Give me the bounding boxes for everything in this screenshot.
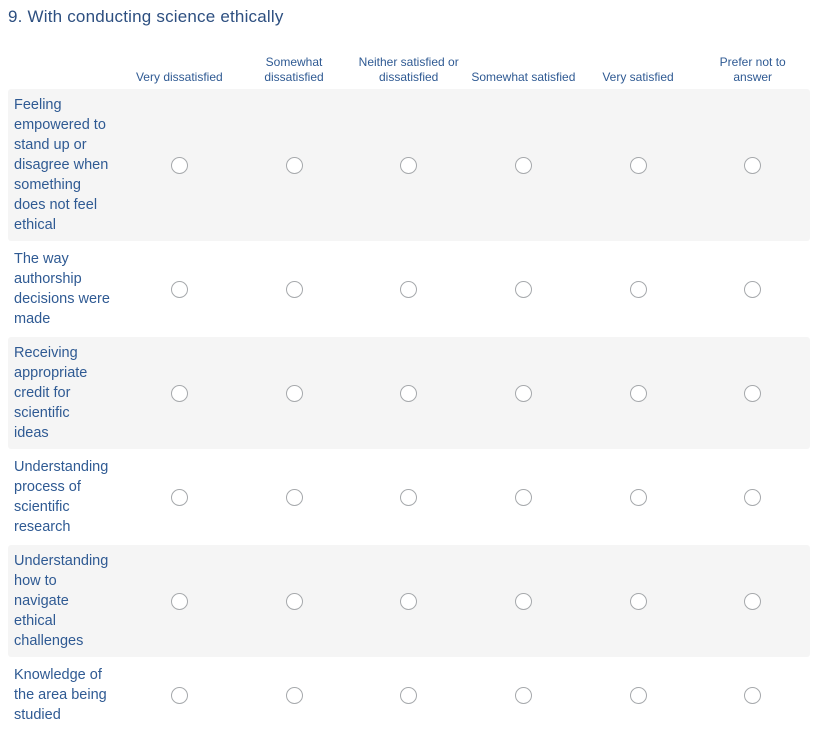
radio-very-satisfied[interactable]	[629, 280, 647, 298]
radio-somewhat-satisfied[interactable]	[514, 280, 532, 298]
radio-cell	[351, 592, 466, 610]
radio-neither-satisfied-or-dissatisfied[interactable]	[400, 488, 418, 506]
column-header-somewhat-dissatisfied: Somewhat dissatisfied	[264, 55, 324, 84]
radio-cell	[237, 686, 352, 704]
matrix-header-row: Very dissatisfied Somewhat dissatisfied Ne…	[8, 55, 810, 89]
radio-very-dissatisfied[interactable]	[170, 384, 188, 402]
radio-cell	[695, 686, 810, 704]
radio-very-dissatisfied[interactable]	[170, 280, 188, 298]
column-header-somewhat-satisfied: Somewhat satisfied	[471, 70, 576, 84]
satisfaction-matrix: Very dissatisfied Somewhat dissatisfied Ne…	[8, 55, 810, 731]
radio-prefer-not-to-answer[interactable]	[744, 488, 762, 506]
matrix-row-2: Receiving appropriate credit for scienti…	[8, 337, 810, 449]
radio-cell	[581, 384, 696, 402]
radio-neither-satisfied-or-dissatisfied[interactable]	[400, 592, 418, 610]
column-header-very-dissatisfied: Very dissatisfied	[135, 70, 223, 84]
matrix-row-4: Understanding how to navigate ethical ch…	[8, 545, 810, 657]
radio-very-dissatisfied[interactable]	[170, 686, 188, 704]
radio-cell	[122, 686, 237, 704]
radio-very-dissatisfied[interactable]	[170, 592, 188, 610]
radio-somewhat-dissatisfied[interactable]	[285, 280, 303, 298]
radio-cell	[695, 156, 810, 174]
radio-cell	[466, 592, 581, 610]
radio-cell	[466, 686, 581, 704]
radio-very-dissatisfied[interactable]	[170, 156, 188, 174]
row-label: Understanding how to navigate ethical ch…	[14, 553, 109, 649]
radio-cell	[695, 488, 810, 506]
radio-very-satisfied[interactable]	[629, 384, 647, 402]
radio-prefer-not-to-answer[interactable]	[744, 156, 762, 174]
radio-cell	[237, 384, 352, 402]
radio-cell	[122, 156, 237, 174]
radio-cell	[351, 686, 466, 704]
radio-neither-satisfied-or-dissatisfied[interactable]	[400, 384, 418, 402]
radio-somewhat-dissatisfied[interactable]	[285, 384, 303, 402]
radio-prefer-not-to-answer[interactable]	[744, 592, 762, 610]
radio-cell	[237, 280, 352, 298]
radio-somewhat-dissatisfied[interactable]	[285, 156, 303, 174]
radio-somewhat-dissatisfied[interactable]	[285, 592, 303, 610]
radio-cell	[581, 488, 696, 506]
row-label: Receiving appropriate credit for scienti…	[14, 345, 88, 441]
radio-cell	[237, 156, 352, 174]
radio-cell	[581, 280, 696, 298]
radio-cell	[695, 280, 810, 298]
radio-cell	[466, 156, 581, 174]
row-label: Feeling empowered to stand up or disagre…	[14, 97, 109, 233]
row-label: Knowledge of the area being studied	[14, 667, 107, 723]
radio-prefer-not-to-answer[interactable]	[744, 384, 762, 402]
matrix-row-5: Knowledge of the area being studied	[8, 659, 810, 731]
radio-cell	[466, 280, 581, 298]
radio-neither-satisfied-or-dissatisfied[interactable]	[400, 156, 418, 174]
radio-cell	[581, 686, 696, 704]
matrix-row-0: Feeling empowered to stand up or disagre…	[8, 89, 810, 241]
radio-very-satisfied[interactable]	[629, 592, 647, 610]
column-header-neither-satisfied-or-dissatisfied: Neither satisfied or dissatisfied	[358, 55, 459, 84]
radio-cell	[122, 384, 237, 402]
radio-cell	[581, 592, 696, 610]
column-header-very-satisfied: Very satisfied	[602, 70, 674, 84]
radio-somewhat-dissatisfied[interactable]	[285, 686, 303, 704]
radio-somewhat-satisfied[interactable]	[514, 156, 532, 174]
matrix-rows: Feeling empowered to stand up or disagre…	[8, 89, 810, 731]
radio-somewhat-dissatisfied[interactable]	[285, 488, 303, 506]
radio-prefer-not-to-answer[interactable]	[744, 280, 762, 298]
radio-cell	[122, 280, 237, 298]
radio-very-satisfied[interactable]	[629, 686, 647, 704]
column-header-prefer-not-to-answer: Prefer not to answer	[719, 55, 786, 84]
radio-very-satisfied[interactable]	[629, 488, 647, 506]
radio-cell	[351, 280, 466, 298]
radio-cell	[695, 592, 810, 610]
row-label: Understanding process of scientific rese…	[14, 459, 109, 535]
radio-cell	[581, 156, 696, 174]
radio-neither-satisfied-or-dissatisfied[interactable]	[400, 280, 418, 298]
radio-cell	[351, 156, 466, 174]
radio-cell	[695, 384, 810, 402]
radio-cell	[351, 488, 466, 506]
radio-very-satisfied[interactable]	[629, 156, 647, 174]
radio-prefer-not-to-answer[interactable]	[744, 686, 762, 704]
radio-cell	[122, 488, 237, 506]
matrix-row-1: The way authorship decisions were made	[8, 243, 810, 335]
row-label: The way authorship decisions were made	[14, 251, 110, 327]
radio-somewhat-satisfied[interactable]	[514, 384, 532, 402]
radio-cell	[122, 592, 237, 610]
radio-cell	[237, 488, 352, 506]
radio-somewhat-satisfied[interactable]	[514, 592, 532, 610]
matrix-row-3: Understanding process of scientific rese…	[8, 451, 810, 543]
radio-cell	[351, 384, 466, 402]
radio-cell	[466, 488, 581, 506]
radio-cell	[237, 592, 352, 610]
radio-cell	[466, 384, 581, 402]
radio-somewhat-satisfied[interactable]	[514, 488, 532, 506]
question-title: 9. With conducting science ethically	[8, 7, 284, 26]
radio-neither-satisfied-or-dissatisfied[interactable]	[400, 686, 418, 704]
radio-very-dissatisfied[interactable]	[170, 488, 188, 506]
radio-somewhat-satisfied[interactable]	[514, 686, 532, 704]
